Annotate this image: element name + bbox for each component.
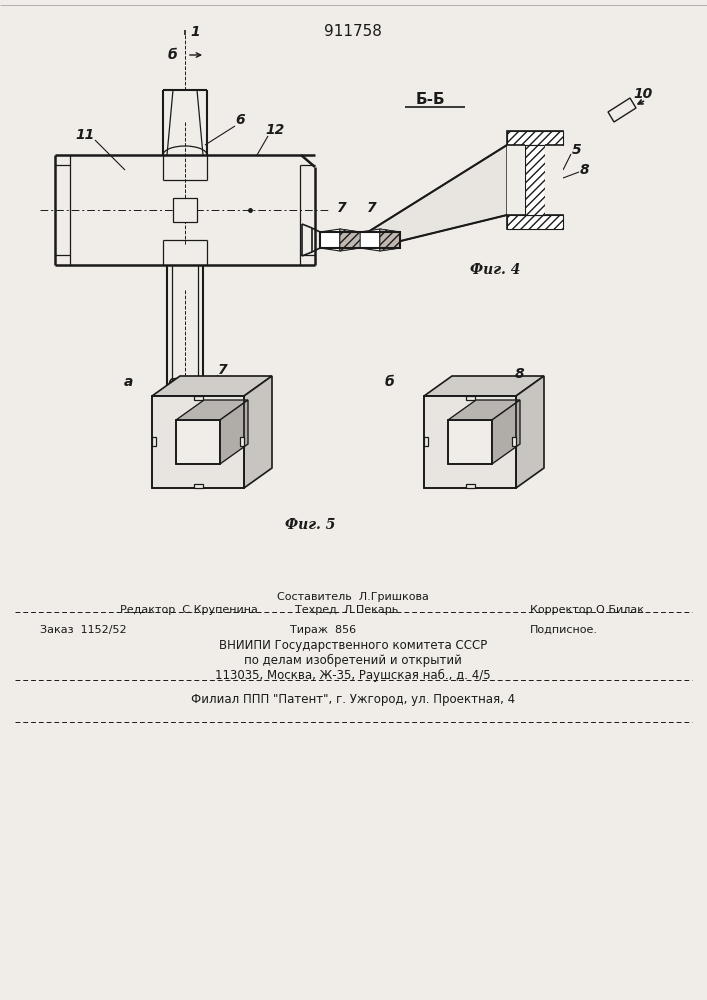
Polygon shape [360,229,380,251]
Text: Фиг. 5: Фиг. 5 [285,518,335,532]
Polygon shape [220,400,248,464]
Polygon shape [340,229,360,251]
Bar [512,437,516,446]
Bar [176,420,220,464]
Text: Составитель  Л.Гришкова: Составитель Л.Гришкова [277,592,429,602]
Text: Фиг. 3: Фиг. 3 [160,418,210,432]
Text: Подписное.: Подписное. [530,625,598,635]
Text: Техред  Л.Пекарь: Техред Л.Пекарь [295,605,398,615]
Bar [194,396,203,400]
Text: Фиг. 4: Фиг. 4 [470,263,520,277]
Bar [507,145,525,215]
Text: 7: 7 [218,363,228,377]
Bar [448,420,492,464]
Polygon shape [380,229,400,251]
Text: 1: 1 [190,25,200,39]
Polygon shape [320,229,340,251]
Polygon shape [492,400,520,464]
Bar [152,396,244,488]
Text: 911758: 911758 [324,24,382,39]
Text: Б-Б: Б-Б [415,93,445,107]
Polygon shape [516,376,544,488]
Bar [466,484,475,488]
Bar [545,145,563,215]
Text: 113035, Москва, Ж-35, Раушская наб., д. 4/5: 113035, Москва, Ж-35, Раушская наб., д. … [215,668,491,682]
Text: б: б [385,375,395,389]
Text: 12: 12 [265,123,285,137]
Text: 7: 7 [367,201,377,215]
Bar [424,437,428,446]
Text: б: б [168,48,178,62]
Text: Тираж  856: Тираж 856 [290,625,356,635]
Polygon shape [368,145,507,248]
Polygon shape [608,98,636,122]
Bar [176,420,220,464]
Polygon shape [507,131,563,145]
Polygon shape [507,131,563,145]
Text: Корректор О.Билак: Корректор О.Билак [530,605,644,615]
Polygon shape [152,376,272,396]
Bar [448,420,492,464]
Text: 6: 6 [235,113,245,127]
Text: 8: 8 [580,163,590,177]
Text: Заказ  1152/52: Заказ 1152/52 [40,625,127,635]
Bar [152,437,156,446]
Bar [152,396,244,488]
Polygon shape [424,376,544,396]
Text: б: б [168,378,178,392]
Polygon shape [380,229,400,251]
Bar [240,437,244,446]
Text: 11: 11 [76,128,95,142]
Text: а: а [123,375,133,389]
Text: Редактор  С.Крупенина: Редактор С.Крупенина [120,605,258,615]
Text: 7: 7 [337,201,347,215]
Polygon shape [507,215,563,229]
Bar [194,484,203,488]
Polygon shape [340,229,360,251]
Polygon shape [525,145,545,215]
Bar [424,396,516,488]
Polygon shape [525,145,545,215]
Bar [466,396,475,400]
Polygon shape [448,400,520,420]
Text: 8: 8 [515,367,525,381]
Polygon shape [244,376,272,488]
Polygon shape [507,215,563,229]
Text: ВНИИПИ Государственного комитета СССР: ВНИИПИ Государственного комитета СССР [219,639,487,652]
Bar [424,396,516,488]
Text: по делам изобретений и открытий: по делам изобретений и открытий [244,653,462,667]
Text: 10: 10 [633,87,653,101]
Polygon shape [176,400,248,420]
Bar [173,198,197,222]
Text: Филиал ППП "Патент", г. Ужгород, ул. Проектная, 4: Филиал ППП "Патент", г. Ужгород, ул. Про… [191,694,515,706]
Text: 5: 5 [572,143,582,157]
